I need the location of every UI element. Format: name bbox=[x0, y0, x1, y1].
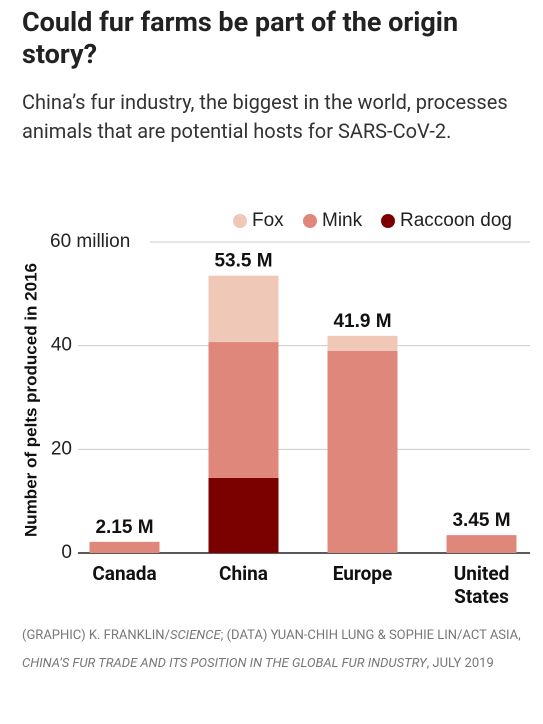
y-tick-label: 60 million bbox=[50, 231, 130, 252]
y-tick-label: 40 bbox=[51, 335, 72, 356]
bar-segment bbox=[208, 275, 279, 343]
source-text: SCIENCE bbox=[169, 628, 221, 643]
total-label: 2.15 M bbox=[95, 517, 153, 538]
chart-title: Could fur farms be part of the origin st… bbox=[22, 6, 459, 70]
bar-segment bbox=[208, 477, 279, 553]
x-tick-label: Europe bbox=[332, 562, 393, 585]
bar-segment bbox=[327, 335, 398, 351]
bar-segment bbox=[446, 535, 517, 553]
bar-segment bbox=[208, 342, 279, 478]
legend-label: Fox bbox=[252, 210, 284, 231]
legend-swatch bbox=[303, 214, 317, 228]
total-label: 53.5 M bbox=[214, 251, 272, 272]
x-tick-label: China bbox=[219, 562, 268, 585]
y-axis-label: Number of pelts produced in 2016 bbox=[21, 263, 40, 537]
y-tick-label: 0 bbox=[61, 542, 72, 563]
source-text: ; (DATA) YUAN-CHIH LUNG & SOPHIE LIN/ACT… bbox=[220, 628, 521, 643]
x-tick-label: United States bbox=[453, 562, 510, 608]
source-text: CHINA’S FUR TRADE AND ITS POSITION IN TH… bbox=[22, 656, 427, 671]
legend-label: Raccoon dog bbox=[400, 210, 512, 231]
total-label: 3.45 M bbox=[452, 510, 510, 531]
x-tick-label: Canada bbox=[92, 562, 157, 585]
source: (GRAPHIC) K. FRANKLIN/SCIENCE; (DATA) YU… bbox=[22, 622, 532, 678]
legend-label: Mink bbox=[322, 210, 363, 231]
total-label: 41.9 M bbox=[333, 311, 391, 332]
legend-swatch bbox=[381, 214, 395, 228]
source-text: , JULY 2019 bbox=[426, 656, 494, 671]
bar-segment bbox=[327, 350, 398, 553]
source-text: (GRAPHIC) K. FRANKLIN/ bbox=[22, 628, 170, 643]
bar-segment bbox=[89, 541, 160, 553]
legend-swatch bbox=[233, 214, 247, 228]
chart-subtitle: China’s fur industry, the biggest in the… bbox=[22, 90, 508, 143]
y-tick-label: 20 bbox=[51, 438, 72, 459]
